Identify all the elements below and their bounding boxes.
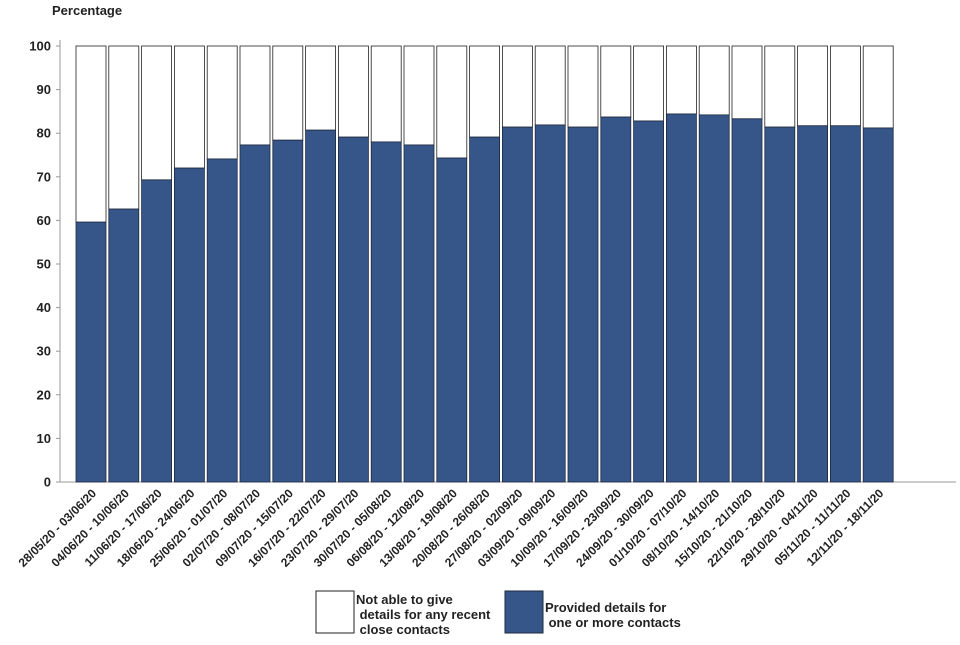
- y-tick-label: 40: [37, 300, 51, 315]
- y-tick-label: 0: [44, 475, 51, 490]
- bar-provided: [141, 179, 173, 483]
- bar-not-able: [272, 45, 304, 141]
- bar-not-able: [501, 45, 533, 128]
- bar-provided: [830, 125, 861, 483]
- y-tick-label: 20: [37, 387, 51, 402]
- y-tick-label: 60: [37, 213, 51, 228]
- bar-not-able: [862, 45, 894, 129]
- bar-not-able: [436, 45, 468, 159]
- bar-provided: [698, 114, 730, 483]
- y-axis-label: Percentage: [52, 3, 122, 18]
- bar-provided: [469, 136, 501, 483]
- bar-provided: [436, 157, 468, 483]
- y-tick-label: 30: [37, 344, 51, 359]
- y-tick-label: 90: [37, 82, 51, 97]
- bar-not-able: [305, 45, 337, 131]
- bar-provided: [206, 158, 238, 483]
- bar-not-able: [469, 45, 501, 138]
- bar-not-able: [666, 45, 697, 115]
- bar-not-able: [75, 45, 107, 223]
- bar-provided: [370, 141, 402, 483]
- bar-not-able: [173, 45, 205, 169]
- bar-not-able: [698, 45, 730, 116]
- bar-not-able: [797, 45, 828, 127]
- y-tick-label: 70: [37, 169, 51, 184]
- bars: [75, 45, 894, 483]
- bar-provided: [239, 144, 271, 483]
- bar-not-able: [108, 45, 140, 210]
- y-tick-label: 100: [29, 39, 51, 54]
- bar-not-able: [141, 45, 173, 181]
- bar-provided: [272, 139, 304, 483]
- bar-provided: [501, 126, 533, 483]
- bar-not-able: [337, 45, 369, 138]
- bar-not-able: [764, 45, 796, 128]
- legend: Not able to give details for any recent …: [315, 590, 681, 637]
- bar-provided: [75, 221, 107, 483]
- y-tick-label: 80: [37, 126, 51, 141]
- bar-provided: [337, 136, 369, 483]
- bar-not-able: [731, 45, 763, 120]
- bar-provided: [764, 126, 796, 483]
- bar-not-able: [534, 45, 566, 126]
- bar-not-able: [600, 45, 632, 118]
- bar-not-able: [633, 45, 664, 122]
- bar-provided: [108, 208, 140, 483]
- bar-provided: [534, 124, 566, 483]
- legend-swatch: [504, 590, 544, 634]
- legend-swatch: [315, 590, 355, 634]
- legend-label: Provided details for one or more contact…: [545, 600, 681, 630]
- bar-not-able: [239, 45, 271, 146]
- bar-provided: [305, 129, 337, 483]
- bar-not-able: [830, 45, 861, 127]
- bar-provided: [567, 126, 599, 483]
- bar-not-able: [206, 45, 238, 160]
- bar-provided: [797, 125, 828, 483]
- bar-provided: [731, 118, 763, 483]
- bar-not-able: [403, 45, 435, 146]
- bar-provided: [633, 120, 664, 483]
- y-tick-label: 10: [37, 431, 51, 446]
- y-tick-label: 50: [37, 257, 51, 272]
- bar-provided: [600, 116, 632, 483]
- bar-provided: [173, 167, 205, 483]
- bar-provided: [862, 127, 894, 483]
- legend-label: Not able to give details for any recent …: [356, 592, 491, 637]
- bar-provided: [403, 144, 435, 483]
- bar-provided: [666, 113, 697, 483]
- bar-not-able: [370, 45, 402, 143]
- bar-not-able: [567, 45, 599, 128]
